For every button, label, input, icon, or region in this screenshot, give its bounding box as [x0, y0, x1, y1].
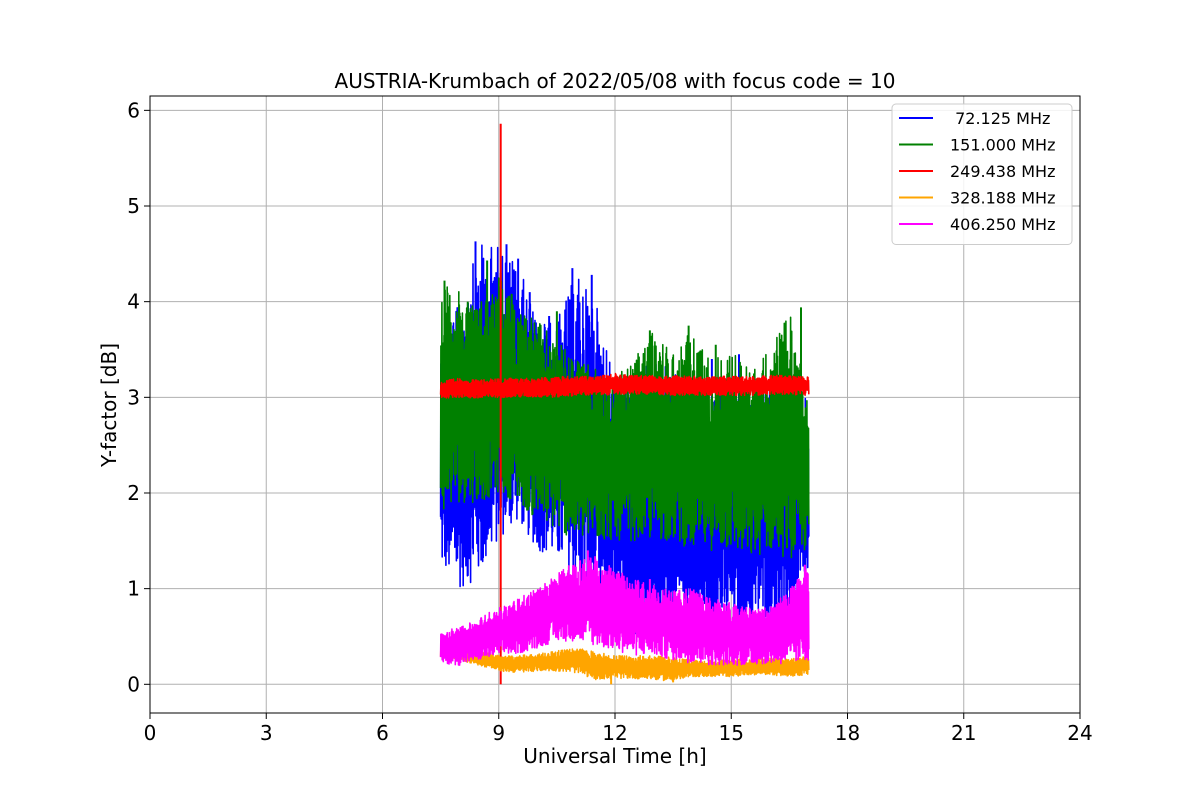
legend-label: 72.125 MHz — [950, 109, 1050, 128]
y-tick-label: 1 — [127, 577, 140, 601]
x-tick-label: 9 — [492, 721, 505, 745]
series-line — [439, 641, 810, 682]
y-tick-label: 0 — [127, 672, 140, 696]
series-layer — [439, 123, 810, 685]
series-line — [439, 277, 810, 559]
x-tick-label: 21 — [951, 721, 976, 745]
y-tick-label: 2 — [127, 481, 140, 505]
y-tick-label: 5 — [127, 194, 140, 218]
x-tick-label: 18 — [835, 721, 860, 745]
legend-label: 151.000 MHz — [950, 136, 1055, 155]
y-tick-label: 3 — [127, 385, 140, 409]
chart-title: AUSTRIA-Krumbach of 2022/05/08 with focu… — [335, 69, 896, 93]
x-tick-label: 3 — [260, 721, 273, 745]
series-line — [439, 556, 810, 666]
x-tick-label: 12 — [602, 721, 627, 745]
legend-label: 249.438 MHz — [950, 162, 1055, 181]
legend: 72.125 MHz 151.000 MHz 249.438 MHz 328.188 … — [891, 103, 1073, 245]
x-tick-label: 15 — [719, 721, 744, 745]
series-line — [439, 372, 810, 399]
x-tick-label: 0 — [144, 721, 157, 745]
x-axis-label: Universal Time [h] — [523, 744, 706, 768]
series-4 — [439, 550, 810, 666]
y-tick-label: 4 — [127, 290, 140, 314]
y-axis-label: Y-factor [dB] — [97, 343, 121, 468]
legend-label: 406.250 MHz — [950, 215, 1055, 234]
legend-label: 328.188 MHz — [950, 189, 1055, 208]
legend-box — [891, 103, 1073, 245]
x-tick-label: 24 — [1067, 721, 1092, 745]
series-3 — [439, 641, 810, 685]
y-tick-label: 6 — [127, 98, 140, 122]
x-tick-label: 6 — [376, 721, 389, 745]
